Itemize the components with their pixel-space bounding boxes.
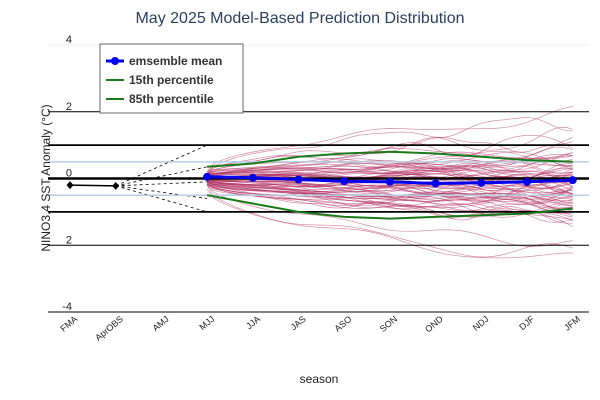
- observed-line: [69, 184, 116, 187]
- ensemble-member-line: [206, 106, 573, 172]
- legend-marker-mean: [111, 57, 119, 65]
- dashed-fan-line: [115, 181, 208, 187]
- x-tick-label: DJF: [517, 314, 536, 333]
- dashed-fan-line: [115, 185, 208, 199]
- ensemble-member-line: [206, 185, 573, 259]
- legend-box: [99, 43, 244, 114]
- ensemble-member-line: [207, 180, 573, 200]
- legend-label-p85: 85th percentile: [129, 92, 214, 106]
- ensemble-mean-point: [340, 177, 349, 186]
- x-tick-label: JAS: [289, 314, 308, 332]
- y-tick-label: 4: [66, 34, 72, 46]
- ensemble-member-line: [207, 163, 573, 179]
- legend: emsemble mean 15th percentile 85th perce…: [99, 43, 244, 114]
- ensemble-member-line: [207, 167, 573, 187]
- x-tick-label: ASO: [332, 314, 353, 334]
- y-tick-label: 2: [66, 101, 72, 113]
- ensemble-member-line: [207, 160, 573, 176]
- x-tick-label: AprOBS: [93, 314, 125, 343]
- ensemble-member-line: [206, 117, 573, 175]
- ensemble-member-line: [207, 178, 573, 194]
- ensemble-mean-point: [248, 173, 257, 182]
- ensemble-member-line: [206, 181, 573, 200]
- ensemble-mean-point: [431, 179, 440, 188]
- ensemble-mean-point: [523, 177, 531, 186]
- ensemble-mean-point: [568, 176, 577, 185]
- ensemble-mean-point: [294, 175, 303, 184]
- dashed-fan-line: [115, 185, 208, 213]
- y-axis-label: NINO3.4 SST Anomaly (°C): [39, 104, 53, 251]
- y-tick-label: 2: [66, 234, 72, 246]
- y-tick-label: -4: [62, 301, 72, 313]
- observed-point: [112, 181, 120, 190]
- ensemble-member-line: [206, 184, 573, 247]
- x-tick-label: JJA: [244, 314, 262, 331]
- x-tick-label: SON: [378, 314, 399, 334]
- legend-label-p15: 15th percentile: [129, 73, 214, 87]
- ensemble-member-line: [207, 157, 573, 177]
- x-tick-label: MJJ: [197, 314, 216, 332]
- legend-label-mean: emsemble mean: [129, 54, 222, 68]
- x-tick-label: NDJ: [471, 314, 491, 333]
- percentile-line: [207, 150, 573, 168]
- x-tick-label: AMJ: [150, 314, 170, 333]
- dashed-fan-line: [115, 166, 208, 187]
- ensemble-mean-point: [203, 172, 212, 181]
- x-axis-label: season: [300, 372, 339, 386]
- percentile-line: [206, 194, 573, 220]
- x-tick-label: JFM: [562, 314, 582, 333]
- ensemble-member-line: [206, 151, 573, 175]
- ensemble-member-line: [207, 155, 573, 172]
- observed-point: [66, 181, 74, 190]
- x-tick-label: OND: [423, 314, 445, 335]
- ensemble-member-line: [206, 182, 573, 214]
- ensemble-member-line: [206, 179, 573, 204]
- series-layer: [66, 150, 577, 220]
- reference-lines-layer: [48, 111, 589, 246]
- ensemble-mean-point: [477, 178, 486, 187]
- ensemble-member-line: [207, 180, 573, 205]
- ensemble-mean-point: [385, 177, 394, 186]
- chart-title: May 2025 Model-Based Prediction Distribu…: [135, 10, 464, 27]
- dashed-fan-line: [115, 144, 208, 187]
- ensemble-member-line: [206, 188, 573, 258]
- ensemble-member-line: [206, 137, 573, 174]
- x-tick-label: FMA: [58, 314, 79, 334]
- y-tick-label: 0: [66, 168, 72, 180]
